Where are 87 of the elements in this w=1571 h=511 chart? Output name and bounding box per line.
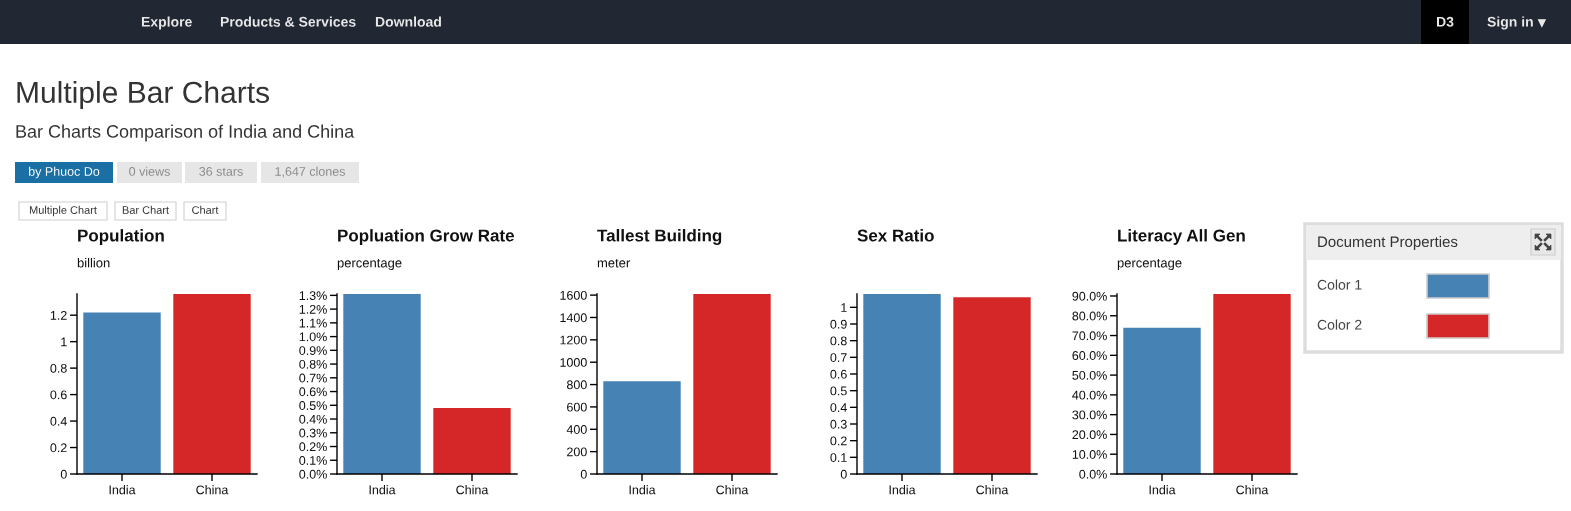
chart-title: Literacy All Gen bbox=[1118, 229, 1245, 245]
y-tick-label: 0.8% bbox=[299, 359, 327, 369]
text: Download bbox=[375, 16, 441, 27]
y-tick-label: 0.2 bbox=[50, 443, 67, 453]
y-tick-label: 50.0% bbox=[1072, 370, 1107, 380]
y-tick-label: 200 bbox=[567, 447, 587, 457]
y-tick-label: 0.6% bbox=[299, 387, 327, 397]
y-tick-label: 1 bbox=[841, 303, 847, 312]
y-tick-label: 0.7 bbox=[830, 353, 847, 362]
y-tick-label: 1.1% bbox=[299, 318, 327, 328]
y-tick-label: 400 bbox=[566, 425, 587, 434]
y-tick-label: 0.1 bbox=[830, 453, 847, 462]
y-tick-label: 30.0% bbox=[1072, 410, 1107, 420]
category-label: Color 1 bbox=[1317, 279, 1362, 290]
y-tick-label: 0.1% bbox=[299, 456, 327, 465]
y-tick-label: 1.2% bbox=[299, 304, 327, 314]
y-tick-label: 1 bbox=[61, 337, 67, 347]
chart-subtitle: percentage bbox=[337, 258, 402, 271]
y-tick-label: 1.0% bbox=[299, 332, 327, 342]
y-tick-label: 0.3 bbox=[830, 419, 847, 429]
text: Products & Services bbox=[220, 16, 356, 27]
y-tick-label: 0 bbox=[60, 469, 67, 479]
y-tick-label: 0 bbox=[840, 469, 847, 479]
y-tick-label: 90.0% bbox=[1072, 291, 1107, 301]
y-tick-label: 1200 bbox=[560, 335, 587, 345]
text: 36 stars bbox=[199, 167, 243, 176]
y-tick-label: 1.2 bbox=[50, 310, 67, 320]
x-tick-label: China bbox=[196, 485, 229, 495]
x-tick-label: India bbox=[889, 485, 916, 495]
chart-subtitle: percentage bbox=[1117, 258, 1182, 271]
text: Sign in bbox=[1487, 16, 1533, 30]
y-tick-label: 0.5 bbox=[830, 386, 847, 396]
text: Chart bbox=[192, 205, 219, 214]
text: 0 views bbox=[129, 166, 170, 176]
text: Document Properties bbox=[1318, 236, 1458, 250]
text: D3 bbox=[1436, 16, 1454, 27]
y-tick-label: 10.0% bbox=[1072, 450, 1107, 459]
y-tick-label: 0.7% bbox=[299, 373, 327, 383]
x-tick-label: China bbox=[1236, 485, 1269, 495]
y-tick-label: 0.5% bbox=[299, 401, 327, 410]
y-tick-label: 60.0% bbox=[1072, 351, 1107, 360]
y-tick-label: 80.0% bbox=[1072, 311, 1107, 321]
y-tick-label: 0.8 bbox=[50, 363, 67, 373]
y-tick-label: 0 bbox=[580, 469, 587, 479]
chart-subtitle: billion bbox=[77, 257, 110, 268]
text: 1,647 clones bbox=[275, 166, 345, 178]
x-tick-label: China bbox=[456, 485, 489, 495]
y-tick-label: 1600 bbox=[560, 290, 587, 300]
y-tick-label: 800 bbox=[566, 380, 587, 390]
y-tick-label: 0.6 bbox=[50, 390, 67, 400]
text: by Phuoc Do bbox=[29, 166, 100, 179]
y-tick-label: 0.0% bbox=[1079, 469, 1107, 479]
y-tick-label: 40.0% bbox=[1072, 390, 1107, 400]
y-tick-label: 0.4 bbox=[830, 403, 847, 412]
y-tick-label: 0.8 bbox=[830, 336, 847, 346]
y-tick-label: 0.9% bbox=[299, 346, 327, 355]
chart-title: Popluation Grow Rate bbox=[338, 229, 514, 245]
x-tick-label: India bbox=[1149, 485, 1176, 495]
y-tick-label: 0.4 bbox=[50, 416, 67, 426]
y-tick-label: 600 bbox=[567, 402, 587, 412]
text: Multiple Chart bbox=[29, 205, 97, 217]
x-tick-label: China bbox=[976, 485, 1009, 495]
y-tick-label: 1.3% bbox=[299, 291, 327, 301]
y-tick-label: 0.4% bbox=[299, 414, 327, 424]
category-label: Color 2 bbox=[1317, 319, 1362, 330]
x-tick-label: India bbox=[369, 485, 396, 495]
y-tick-label: 0.2% bbox=[299, 442, 327, 452]
chart-title: Sex Ratio bbox=[857, 229, 934, 242]
text: Bar Chart bbox=[122, 205, 169, 214]
y-tick-label: 20.0% bbox=[1072, 430, 1107, 440]
chart-subtitle: meter bbox=[597, 258, 631, 268]
y-tick-label: 0.0% bbox=[299, 469, 327, 479]
y-tick-label: 0.3% bbox=[299, 428, 327, 438]
text: Bar Charts Comparison of India and China bbox=[16, 124, 355, 142]
x-tick-label: China bbox=[716, 485, 749, 495]
y-tick-label: 70.0% bbox=[1072, 331, 1107, 341]
y-tick-label: 1400 bbox=[560, 313, 587, 323]
y-tick-label: 1000 bbox=[560, 358, 587, 367]
x-tick-label: India bbox=[629, 485, 656, 495]
chart-title: Population bbox=[78, 229, 164, 245]
text: Multiple Bar Charts bbox=[17, 81, 270, 109]
chart-title: Tallest Building bbox=[597, 229, 722, 245]
y-tick-label: 0.9 bbox=[830, 319, 847, 329]
y-tick-label: 0.6 bbox=[830, 369, 847, 379]
x-tick-label: India bbox=[109, 485, 136, 495]
y-tick-label: 0.2 bbox=[830, 436, 847, 446]
text: Explore bbox=[141, 16, 192, 30]
